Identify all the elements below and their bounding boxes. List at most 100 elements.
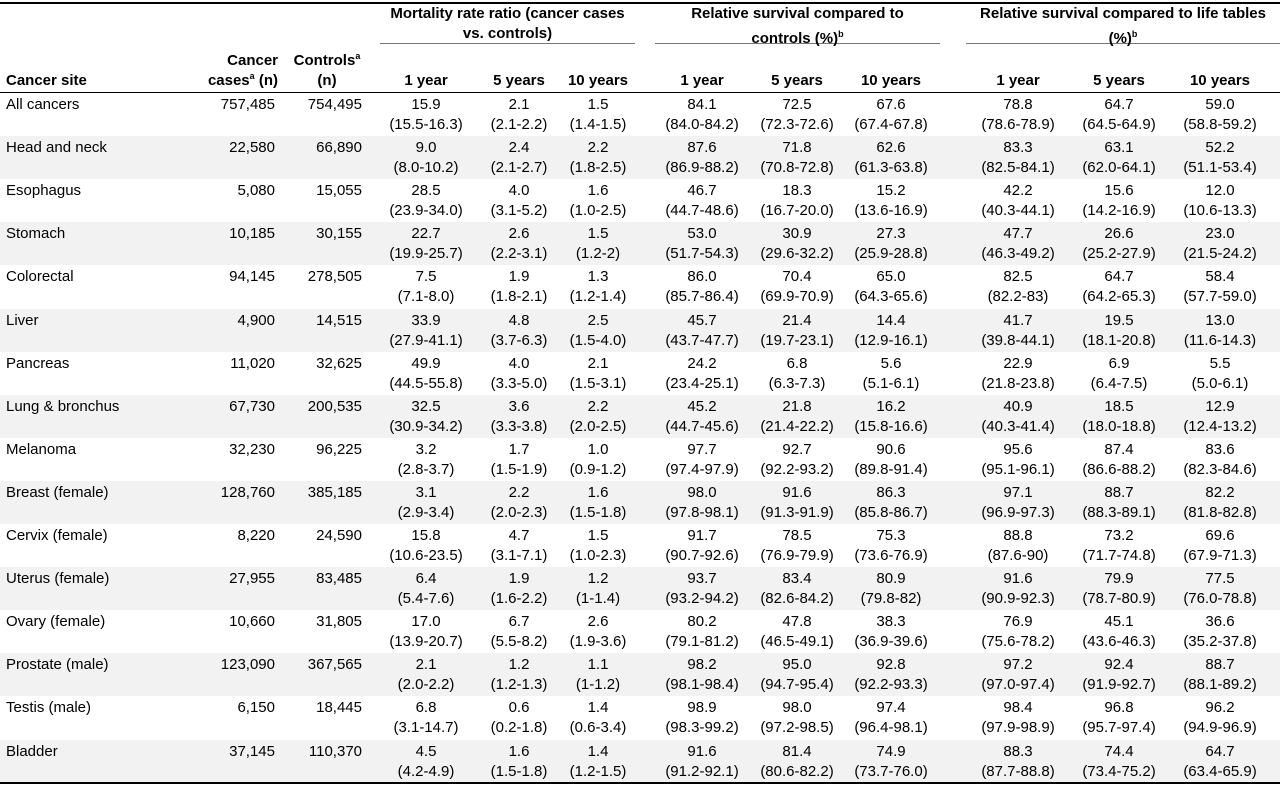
estimate-value: 47.8 xyxy=(782,613,812,631)
estimate-value: 2.5 xyxy=(587,311,609,329)
confidence-interval: (15.8-16.6) xyxy=(854,417,928,435)
cancer-site-cell: Melanoma xyxy=(6,440,77,458)
header-controls: Controlsa (n) xyxy=(290,51,364,91)
estimate-value: 1.6 xyxy=(587,182,609,200)
confidence-interval: (94.9-96.9) xyxy=(1183,719,1257,737)
estimate-value: 91.7 xyxy=(687,527,717,544)
estimate-value: 67.6 xyxy=(876,96,906,113)
estimate-value: 96.8 xyxy=(1104,699,1134,717)
confidence-interval: (40.3-41.4) xyxy=(981,417,1055,435)
estimate-cell: 9.0 (8.0-10.2) xyxy=(371,138,481,178)
estimate-cell: 2.5 (1.5-4.0) xyxy=(543,311,653,351)
confidence-interval: (63.4-65.9) xyxy=(1183,762,1257,780)
estimate-value: 98.0 xyxy=(687,483,717,501)
estimate-cell: 6.8 (6.3-7.3) xyxy=(742,354,852,394)
confidence-interval: (96.4-98.1) xyxy=(854,719,928,737)
group-header-mortality: Mortality rate ratio (cancer cases vs. c… xyxy=(380,4,635,44)
estimate-value: 27.3 xyxy=(876,225,906,243)
confidence-interval: (27.9-41.1) xyxy=(389,331,463,349)
confidence-interval: (3.7-6.3) xyxy=(490,331,548,349)
estimate-cell: 78.8 (78.6-78.9) xyxy=(963,95,1073,135)
confidence-interval: (81.8-82.8) xyxy=(1183,503,1257,521)
table-row: Uterus (female) 27,955 83,485 6.4 (5.4-7.6) 1… xyxy=(0,567,1280,611)
cancer-site-cell: Prostate (male) xyxy=(6,656,109,674)
estimate-value: 26.6 xyxy=(1104,225,1134,243)
estimate-value: 92.7 xyxy=(782,440,812,458)
estimate-cell: 5.6 (5.1-6.1) xyxy=(836,354,946,394)
estimate-value: 22.9 xyxy=(1003,354,1033,372)
estimate-cell: 73.2 (71.7-74.8) xyxy=(1064,526,1174,566)
estimate-value: 88.7 xyxy=(1205,656,1235,674)
estimate-cell: 15.9 (15.5-16.3) xyxy=(371,95,481,135)
confidence-interval: (0.6-3.4) xyxy=(569,719,627,737)
estimate-value: 45.2 xyxy=(687,397,717,415)
estimate-cell: 1.2 (1.2-1.3) xyxy=(464,655,574,695)
confidence-interval: (44.7-48.6) xyxy=(665,202,739,220)
confidence-interval: (2.0-2.3) xyxy=(490,503,548,521)
estimate-value: 3.2 xyxy=(415,440,437,458)
confidence-interval: (85.8-86.7) xyxy=(854,503,928,521)
confidence-interval: (3.3-5.0) xyxy=(490,374,548,392)
estimate-cell: 36.6 (35.2-37.8) xyxy=(1165,612,1275,652)
estimate-value: 18.5 xyxy=(1104,397,1134,415)
estimate-value: 14.4 xyxy=(876,311,906,329)
confidence-interval: (13.6-16.9) xyxy=(854,202,928,220)
estimate-value: 47.7 xyxy=(1003,225,1033,243)
estimate-cell: 18.5 (18.0-18.8) xyxy=(1064,397,1174,437)
estimate-cell: 1.1 (1-1.2) xyxy=(543,655,653,695)
estimate-value: 22.7 xyxy=(411,225,441,243)
table-row: Pancreas 11,020 32,625 49.9 (44.5-55.8) 4.0 (3… xyxy=(0,352,1280,395)
table-row: Prostate (male) 123,090 367,565 2.1 (2.0-2.2… xyxy=(0,653,1280,697)
estimate-cell: 74.9 (73.7-76.0) xyxy=(836,742,946,782)
header-controls-unit: (n) xyxy=(317,72,337,89)
confidence-interval: (7.1-8.0) xyxy=(397,288,455,306)
estimate-value: 76.9 xyxy=(1003,613,1033,631)
estimate-value: 64.7 xyxy=(1104,268,1134,286)
subheader-mortality-5y: 5 years xyxy=(493,72,545,89)
estimate-value: 9.0 xyxy=(415,139,437,157)
subheader-controls-1y: 1 year xyxy=(680,72,724,89)
confidence-interval: (1.2-1.4) xyxy=(569,288,627,306)
estimate-value: 97.4 xyxy=(876,699,906,717)
estimate-value: 21.8 xyxy=(782,397,812,415)
confidence-interval: (40.3-44.1) xyxy=(981,202,1055,220)
estimate-cell: 98.0 (97.2-98.5) xyxy=(742,698,852,738)
estimate-value: 98.9 xyxy=(687,699,717,717)
confidence-interval: (87.7-88.8) xyxy=(981,762,1055,780)
estimate-value: 28.5 xyxy=(411,182,441,200)
confidence-interval: (11.6-14.3) xyxy=(1183,331,1257,349)
estimate-cell: 3.6 (3.3-3.8) xyxy=(464,397,574,437)
confidence-interval: (80.6-82.2) xyxy=(760,762,834,780)
estimate-cell: 80.2 (79.1-81.2) xyxy=(647,612,757,652)
estimate-cell: 95.0 (94.7-95.4) xyxy=(742,655,852,695)
estimate-cell: 71.8 (70.8-72.8) xyxy=(742,138,852,178)
cancer-cases-cell: 4,900 xyxy=(237,311,275,329)
estimate-value: 95.0 xyxy=(782,656,812,674)
estimate-cell: 1.6 (1.5-1.8) xyxy=(543,483,653,523)
confidence-interval: (5.5-8.2) xyxy=(490,633,548,651)
confidence-interval: (19.7-23.1) xyxy=(760,331,834,349)
estimate-value: 24.2 xyxy=(687,354,717,372)
estimate-cell: 2.2 (2.0-2.3) xyxy=(464,483,574,523)
confidence-interval: (79.1-81.2) xyxy=(665,633,739,651)
estimate-cell: 1.7 (1.5-1.9) xyxy=(464,440,574,480)
confidence-interval: (85.7-86.4) xyxy=(665,288,739,306)
confidence-interval: (25.2-27.9) xyxy=(1082,245,1156,263)
confidence-interval: (21.5-24.2) xyxy=(1183,245,1257,263)
estimate-value: 87.6 xyxy=(687,139,717,157)
estimate-cell: 27.3 (25.9-28.8) xyxy=(836,224,946,264)
estimate-value: 6.9 xyxy=(1108,354,1130,372)
estimate-value: 15.6 xyxy=(1104,182,1134,200)
estimate-cell: 76.9 (75.6-78.2) xyxy=(963,612,1073,652)
estimate-cell: 88.3 (87.7-88.8) xyxy=(963,742,1073,782)
confidence-interval: (61.3-63.8) xyxy=(854,159,928,177)
confidence-interval: (1-1.4) xyxy=(575,590,621,608)
estimate-value: 88.8 xyxy=(1003,527,1033,544)
estimate-value: 78.5 xyxy=(782,527,812,544)
cancer-site-cell: Head and neck xyxy=(6,139,107,157)
confidence-interval: (1.2-1.3) xyxy=(490,676,548,694)
estimate-value: 36.6 xyxy=(1205,613,1235,631)
estimate-value: 59.0 xyxy=(1205,96,1235,113)
confidence-interval: (97.2-98.5) xyxy=(760,719,834,737)
confidence-interval: (89.8-91.4) xyxy=(854,460,928,478)
